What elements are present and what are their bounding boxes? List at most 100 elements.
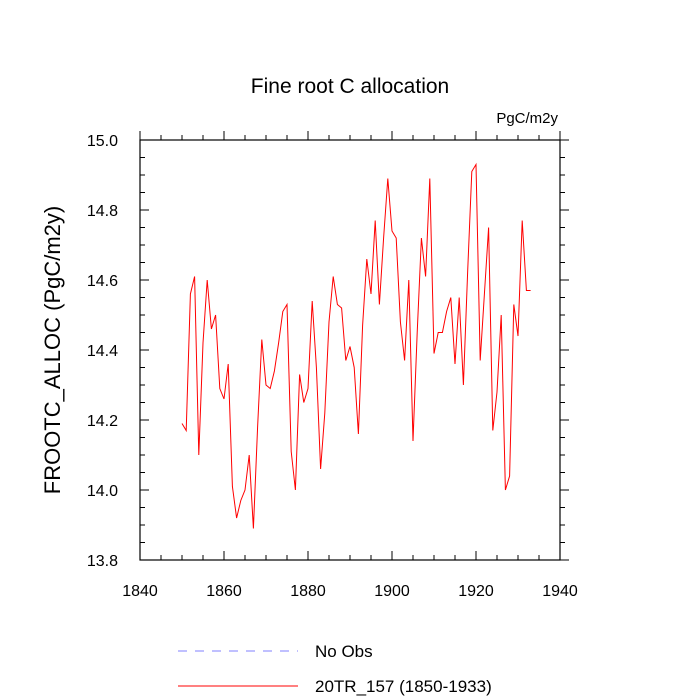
data-point: [525, 290, 527, 292]
data-point: [282, 311, 284, 313]
y-tick-label: 13.8: [87, 553, 118, 570]
data-point: [399, 321, 401, 323]
data-point: [483, 293, 485, 295]
x-tick-label: 1880: [290, 583, 326, 600]
y-tick-label: 14.2: [87, 413, 118, 430]
data-point: [496, 391, 498, 393]
data-point: [332, 276, 334, 278]
data-point: [189, 293, 191, 295]
data-point: [433, 353, 435, 355]
x-tick-label: 1900: [374, 583, 410, 600]
data-point: [328, 321, 330, 323]
data-point: [236, 517, 238, 519]
data-point: [181, 423, 183, 425]
data-point: [378, 304, 380, 306]
data-point: [353, 367, 355, 369]
data-point: [446, 311, 448, 313]
y-tick-label: 14.6: [87, 273, 118, 290]
y-tick-label: 14.4: [87, 343, 118, 360]
data-point: [408, 279, 410, 281]
legend-label-no-obs: No Obs: [315, 642, 373, 661]
data-point: [185, 430, 187, 432]
data-point: [429, 178, 431, 180]
data-point: [492, 430, 494, 432]
data-point: [231, 486, 233, 488]
data-point: [206, 279, 208, 281]
data-point: [391, 230, 393, 232]
data-point: [357, 433, 359, 435]
series-line: [181, 162, 531, 529]
data-point: [471, 171, 473, 173]
data-point: [252, 528, 254, 530]
data-point: [441, 332, 443, 334]
data-point: [454, 363, 456, 365]
data-point: [395, 237, 397, 239]
data-point: [303, 402, 305, 404]
data-point: [257, 426, 259, 428]
data-point: [202, 342, 204, 344]
data-point: [194, 276, 196, 278]
legend: No Obs 20TR_157 (1850-1933): [178, 642, 492, 696]
data-point: [315, 367, 317, 369]
data-point: [311, 300, 313, 302]
data-point: [223, 398, 225, 400]
data-point: [458, 297, 460, 299]
data-point: [269, 388, 271, 390]
x-tick-label: 1860: [206, 583, 242, 600]
y-axis-label: FROOTC_ALLOC (PgC/m2y): [40, 206, 65, 495]
data-point: [412, 440, 414, 442]
data-point: [244, 489, 246, 491]
y-tick-label: 14.8: [87, 203, 118, 220]
data-point: [210, 328, 212, 330]
data-point: [521, 220, 523, 222]
data-point: [530, 290, 532, 292]
tick-marks: [139, 131, 569, 561]
data-point: [307, 388, 309, 390]
data-point: [362, 325, 364, 327]
data-point: [219, 388, 221, 390]
data-points: [181, 164, 532, 530]
data-point: [366, 258, 368, 260]
chart-title: Fine root C allocation: [251, 75, 449, 98]
x-tick-label: 1920: [458, 583, 494, 600]
data-point: [509, 475, 511, 477]
plot-frame: [139, 139, 561, 561]
legend-label-20tr-157: 20TR_157 (1850-1933): [315, 677, 492, 696]
tick-labels: 1840 1860 1880 1900 1920 1940 13.8 14.0 14.2 14.4…: [87, 133, 578, 600]
data-point: [504, 489, 506, 491]
data-point: [198, 454, 200, 456]
data-point: [240, 500, 242, 502]
data-point: [286, 304, 288, 306]
data-point: [341, 307, 343, 309]
x-tick-label: 1940: [542, 583, 578, 600]
data-point: [265, 384, 267, 386]
x-tick-label: 1840: [122, 583, 158, 600]
data-point: [420, 237, 422, 239]
data-point: [500, 314, 502, 316]
data-point: [513, 304, 515, 306]
data-point: [294, 489, 296, 491]
units-label: PgC/m2y: [496, 110, 558, 127]
data-point: [261, 339, 263, 341]
data-point: [383, 237, 385, 239]
data-point: [370, 293, 372, 295]
data-point: [299, 374, 301, 376]
data-point: [416, 332, 418, 334]
data-point: [215, 314, 217, 316]
data-point: [320, 468, 322, 470]
data-point: [450, 297, 452, 299]
data-point: [374, 220, 376, 222]
y-tick-label: 14.0: [87, 483, 118, 500]
data-point: [488, 227, 490, 229]
data-point: [437, 332, 439, 334]
data-point: [336, 304, 338, 306]
data-point: [475, 164, 477, 166]
data-point: [404, 360, 406, 362]
data-point: [290, 451, 292, 453]
data-point: [479, 360, 481, 362]
data-point: [248, 454, 250, 456]
data-point: [462, 384, 464, 386]
data-point: [425, 276, 427, 278]
data-point: [227, 363, 229, 365]
